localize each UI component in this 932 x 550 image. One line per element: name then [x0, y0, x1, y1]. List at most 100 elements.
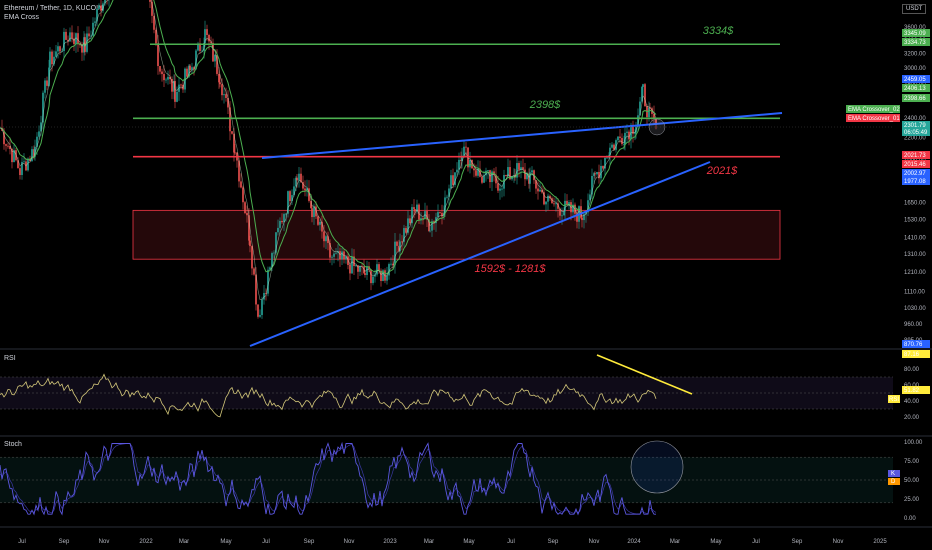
candle: [33, 149, 35, 157]
candle: [555, 203, 557, 205]
stoch-pane-label[interactable]: Stoch: [4, 441, 22, 448]
candle: [563, 211, 565, 216]
candle: [580, 206, 582, 218]
candle: [448, 188, 450, 197]
time-tick-label: Sep: [304, 539, 315, 545]
candle: [394, 241, 396, 266]
candle: [628, 131, 630, 140]
candle: [345, 256, 347, 260]
candle: [414, 209, 416, 212]
candle: [165, 79, 167, 81]
currency-badge[interactable]: USDT: [902, 4, 927, 14]
candle: [526, 173, 528, 180]
candle: [11, 149, 13, 163]
candle: [553, 203, 555, 205]
price-pill: [902, 177, 930, 185]
candle: [287, 191, 289, 214]
candle: [568, 202, 570, 205]
candle: [218, 73, 220, 83]
candle: [473, 168, 475, 171]
candle: [195, 50, 197, 70]
indicator-name[interactable]: EMA Cross: [4, 14, 40, 21]
rsi-pill-text: 51.82: [904, 388, 920, 394]
ema-legend-text: EMA Crossover_02: [848, 107, 900, 113]
price-pill: [902, 151, 930, 159]
candle: [413, 207, 415, 210]
candle: [516, 163, 518, 178]
price-pill-text: 2406.13: [904, 86, 926, 92]
candle: [96, 8, 98, 22]
candle: [460, 159, 462, 161]
candle: [409, 218, 411, 224]
candle: [461, 155, 463, 161]
price-pill: [902, 160, 930, 168]
candle: [81, 45, 83, 53]
candle: [529, 172, 531, 184]
candle: [655, 118, 657, 125]
candle: [649, 107, 651, 109]
candle: [69, 32, 71, 42]
candle: [549, 195, 551, 199]
candle: [505, 175, 507, 177]
candle: [357, 265, 359, 272]
stoch-highlight-circle: [630, 440, 684, 494]
candle: [257, 304, 259, 317]
candle: [518, 163, 520, 170]
rsi-pill: [888, 395, 900, 403]
candle: [581, 217, 583, 221]
candle: [543, 192, 545, 205]
price-pill-text: 870.76: [904, 342, 923, 348]
candle: [173, 81, 175, 92]
candle: [197, 43, 199, 51]
candle: [458, 159, 460, 170]
candle: [539, 189, 541, 192]
time-tick-label: Sep: [792, 539, 803, 545]
candle: [439, 212, 441, 213]
candle: [644, 84, 646, 107]
candle: [306, 188, 308, 191]
level-label-2398: 2398$: [529, 99, 561, 111]
price-pill-text: 2015.46: [904, 162, 926, 168]
candle: [313, 206, 315, 218]
time-tick-label: Jul: [752, 539, 760, 545]
price-pill-text: 2021.73: [904, 153, 926, 159]
price-pill-text: 1977.08: [904, 179, 926, 185]
candle: [632, 124, 634, 134]
candle: [151, 1, 153, 16]
time-tick-label: Mar: [179, 539, 189, 545]
stoch-tick-label: 75.00: [904, 459, 920, 465]
candle: [623, 143, 625, 145]
price-tick-label: 960.00: [904, 322, 923, 328]
stoch-pill: [888, 478, 900, 485]
candle: [176, 91, 178, 102]
candle: [600, 165, 602, 179]
rsi-tick-label: 80.00: [904, 367, 920, 373]
price-pill-text: 3334.73: [904, 40, 926, 46]
candle: [547, 195, 549, 202]
time-tick-label: 2023: [383, 539, 397, 545]
price-tick-label: 1410.00: [904, 236, 926, 242]
rsi-pane-label[interactable]: RSI: [4, 355, 16, 362]
candle: [263, 293, 265, 300]
candle: [634, 132, 636, 134]
candle: [65, 31, 67, 40]
candle: [589, 194, 591, 201]
candle: [223, 94, 225, 96]
candle: [271, 253, 273, 268]
candle: [104, 0, 106, 4]
time-tick-label: 2022: [139, 539, 153, 545]
candle: [483, 175, 485, 183]
candle: [463, 146, 465, 156]
candle: [520, 167, 522, 170]
time-tick-label: Sep: [548, 539, 559, 545]
candle: [246, 213, 248, 216]
time-tick-label: Nov: [344, 539, 355, 545]
candle: [524, 169, 526, 180]
candle: [206, 29, 208, 36]
candle: [298, 173, 300, 181]
price-tick-label: 2400.00: [904, 116, 926, 122]
candle: [100, 5, 102, 11]
time-tick-label: May: [710, 539, 721, 545]
candle: [261, 299, 263, 316]
